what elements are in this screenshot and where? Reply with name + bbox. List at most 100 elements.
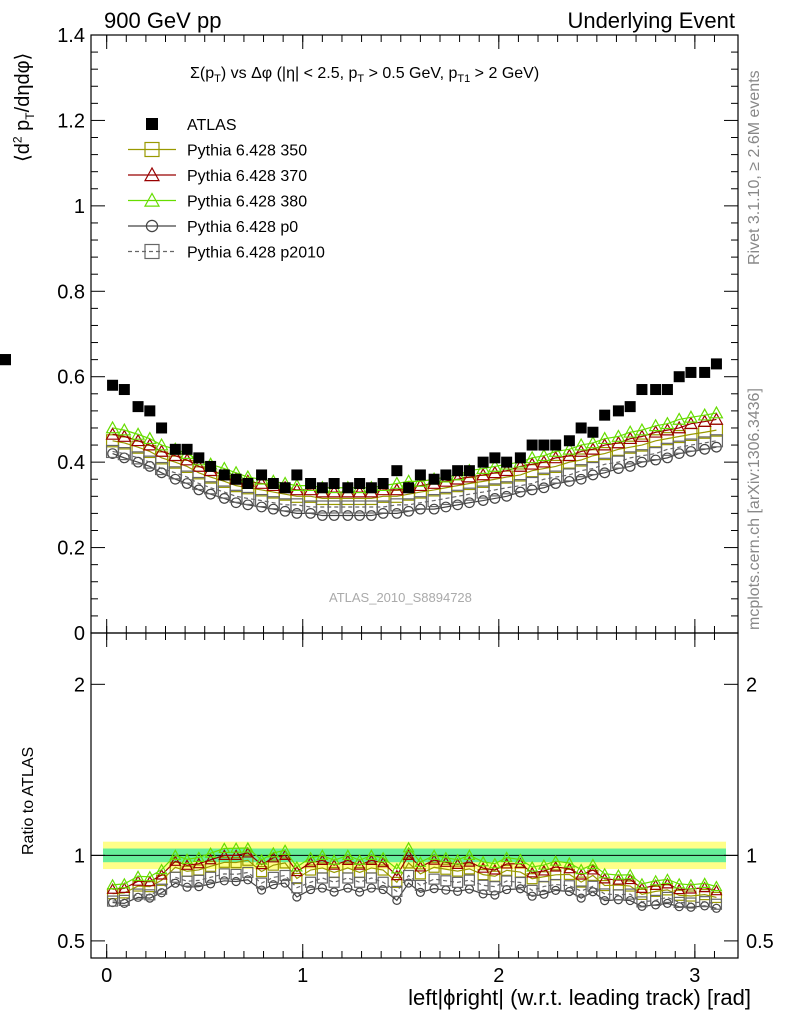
ratio-point-1 <box>501 864 513 876</box>
ratio-point-3 <box>612 868 625 880</box>
series-point-5 <box>635 449 649 463</box>
ratio-point-4 <box>329 887 339 897</box>
series-point-4 <box>599 467 611 479</box>
ratio-point-3 <box>181 853 194 864</box>
legend-label-0: ATLAS <box>187 117 237 134</box>
atlas-point <box>218 469 230 481</box>
ratio-point-4 <box>205 879 216 889</box>
ratio-point-5 <box>169 871 181 883</box>
ratio-point-1 <box>661 884 674 896</box>
ratio-point-1 <box>242 854 254 866</box>
atlas-point <box>477 456 489 468</box>
series-point-4 <box>624 461 636 472</box>
ratio-point-3 <box>477 855 490 867</box>
series-point-2 <box>634 429 649 442</box>
series-point-5 <box>413 496 427 510</box>
legend-marker-1 <box>144 141 160 158</box>
series-point-5 <box>154 461 169 476</box>
ratio-point-5 <box>414 879 426 892</box>
series-point-4 <box>132 456 144 468</box>
ratio-point-1 <box>304 864 317 876</box>
ratio-point-5 <box>477 879 489 891</box>
ratio-point-3 <box>649 874 662 886</box>
ratio-point-3 <box>118 877 131 889</box>
series-point-3 <box>562 442 577 455</box>
ratio-point-2 <box>586 863 599 875</box>
series-point-2 <box>525 457 540 470</box>
atlas-point <box>650 384 662 396</box>
series-point-2 <box>660 422 675 436</box>
atlas-point <box>612 405 624 417</box>
ratio-point-5 <box>489 881 501 893</box>
atlas-point <box>501 456 513 468</box>
ratio-point-3 <box>255 853 268 865</box>
ratio-point-3 <box>169 849 182 860</box>
ratio-point-3 <box>514 853 527 865</box>
ratio-point-2 <box>402 849 415 860</box>
series-point-4 <box>118 452 130 464</box>
series-point-2 <box>597 437 612 451</box>
ratio-point-4 <box>194 882 204 892</box>
series-point-3 <box>525 450 540 464</box>
series-point-4 <box>391 508 403 519</box>
atlas-point <box>550 439 562 451</box>
series-point-2 <box>154 444 169 457</box>
ratio-point-4 <box>378 884 388 895</box>
ratio-point-4 <box>145 893 155 903</box>
ratio-point-2 <box>230 849 243 860</box>
atlas-point <box>256 469 268 481</box>
atlas-point <box>144 405 156 417</box>
ratio-point-5 <box>673 896 685 909</box>
series-point-5 <box>500 481 514 495</box>
series-point-2 <box>476 467 491 481</box>
atlas-point <box>463 465 475 477</box>
ratio-point-3 <box>353 854 366 865</box>
series-point-2 <box>513 459 528 472</box>
ratio-point-3 <box>635 877 648 889</box>
series-point-5 <box>241 491 255 506</box>
ratio-point-1 <box>563 868 575 880</box>
series-point-5 <box>549 470 563 484</box>
ratio-point-4 <box>231 876 241 887</box>
x-tick-label: 2 <box>493 965 504 987</box>
series-point-5 <box>290 498 304 512</box>
ratio-point-3 <box>402 841 415 853</box>
series-point-3 <box>574 437 589 451</box>
ratio-point-4 <box>539 889 549 899</box>
ratio-point-2 <box>563 862 576 874</box>
series-point-4 <box>477 495 489 506</box>
ratio-point-5 <box>699 896 711 908</box>
ratio-point-3 <box>624 868 637 880</box>
ratio-point-3 <box>563 856 576 868</box>
ratio-point-2 <box>526 866 539 878</box>
ratio-point-1 <box>599 879 611 892</box>
ratio-point-2 <box>181 859 194 870</box>
ratio-point-4 <box>170 878 180 888</box>
ratio-point-4 <box>527 891 537 901</box>
series-point-2 <box>648 425 663 438</box>
header-left: 900 GeV pp <box>104 8 222 33</box>
ratio-point-4 <box>343 883 353 893</box>
atlas-point <box>673 371 685 383</box>
ratio-point-3 <box>304 851 317 863</box>
ratio-point-2 <box>488 863 501 875</box>
ratio-point-4 <box>490 890 500 900</box>
series-point-4 <box>107 448 118 460</box>
ratio-point-1 <box>440 863 452 875</box>
ratio-point-5 <box>526 884 538 896</box>
ratio-point-1 <box>391 876 403 888</box>
series-point-4 <box>489 493 501 504</box>
ratio-point-5 <box>514 876 526 889</box>
mcplots-label: mcplots.cern.ch [arXiv:1306.3436] <box>746 388 763 630</box>
ratio-line-1 <box>112 859 717 899</box>
series-point-3 <box>117 422 132 436</box>
ratio-point-3 <box>204 846 217 858</box>
header-right: Underlying Event <box>567 8 735 33</box>
ratio-point-5 <box>255 877 268 889</box>
series-point-2 <box>352 484 367 498</box>
ratio-line-5 <box>112 871 717 905</box>
legend-marker-2 <box>143 166 161 182</box>
series-point-5 <box>376 500 390 514</box>
ratio-point-5 <box>242 866 254 879</box>
ratio-point-5 <box>267 871 279 883</box>
